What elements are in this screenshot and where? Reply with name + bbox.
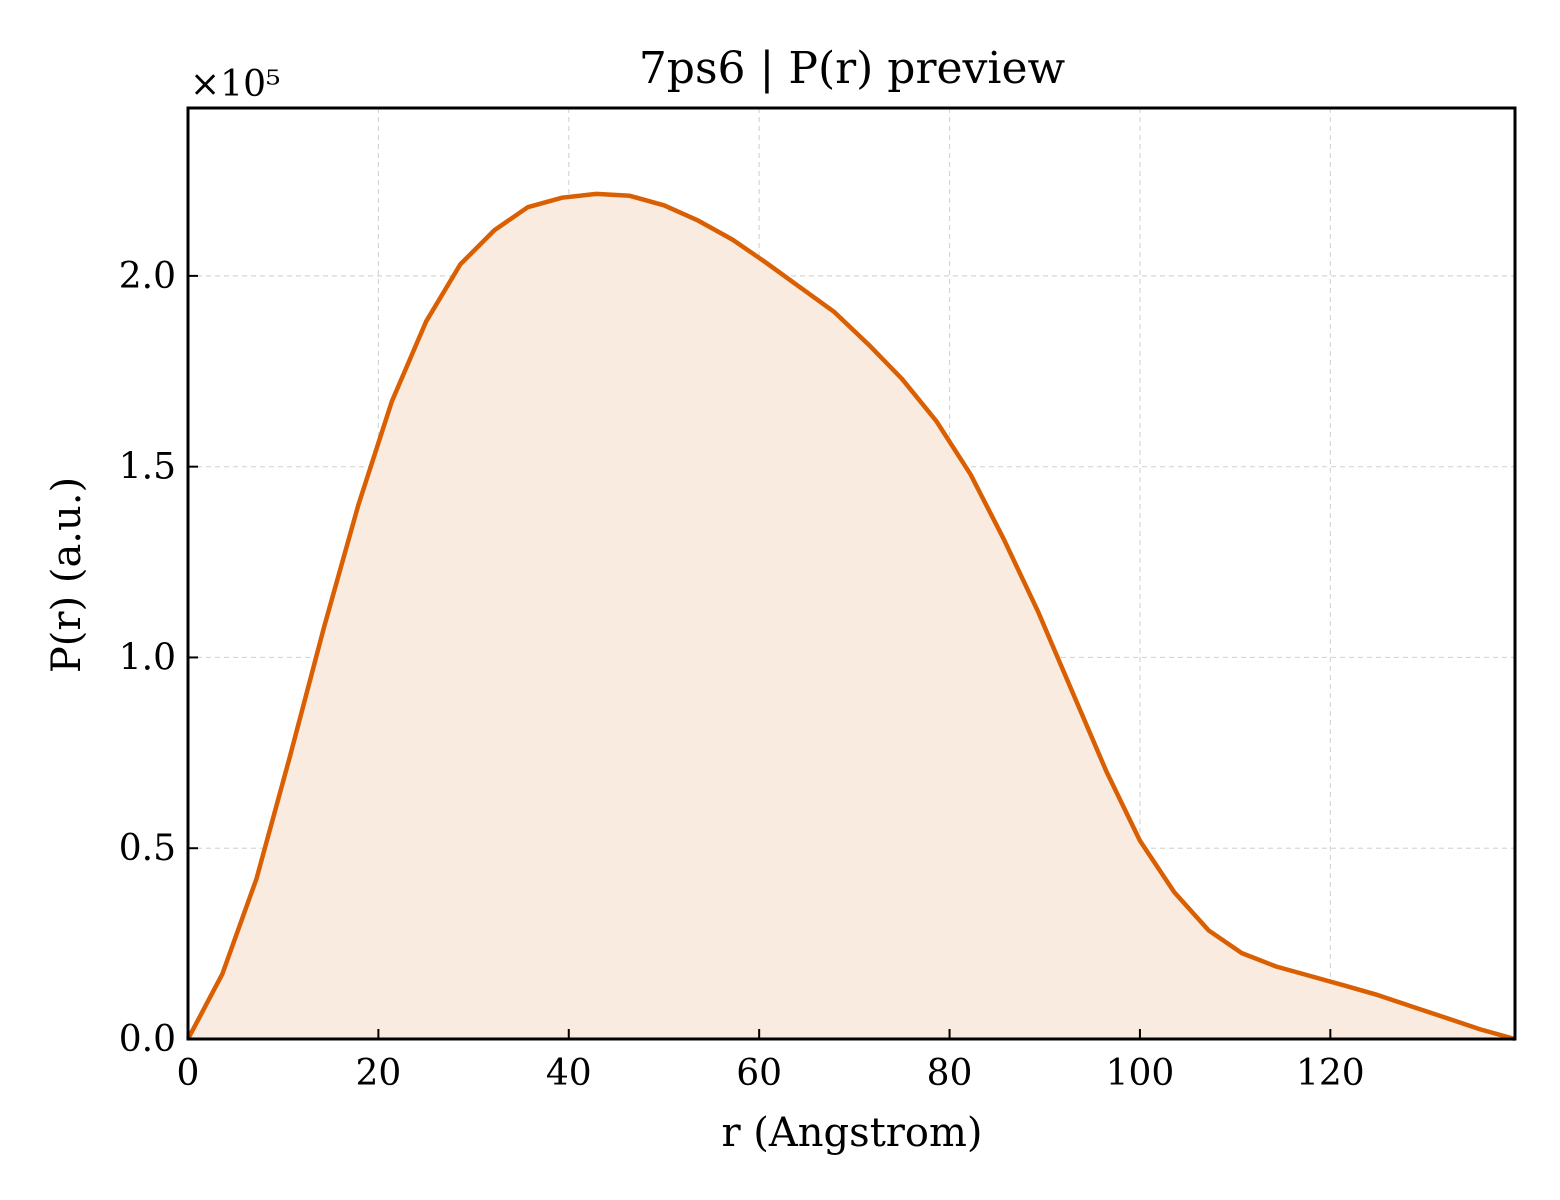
x-axis-label: r (Angstrom) [721,1110,982,1156]
x-tick-label: 80 [927,1053,973,1094]
plot-frame [186,106,1517,1041]
y-axis-ticks: 0.0 0.5 1.0 1.5 2.0 [119,256,198,1060]
x-axis-ticks: 0 20 40 60 80 100 120 [177,1029,1365,1094]
chart-title: 7ps6 | P(r) preview [639,43,1066,94]
x-tick-label: 20 [355,1053,401,1094]
x-tick-label: 100 [1106,1053,1175,1094]
pr-curve-line [186,191,1516,1042]
y-axis-label: P(r) (a.u.) [44,477,90,673]
x-tick-label: 60 [736,1053,782,1094]
y-tick-label: 1.5 [119,447,176,488]
y-tick-label: 2.0 [119,256,176,297]
x-tick-label: 40 [546,1053,592,1094]
y-tick-label: 0.5 [119,828,176,869]
x-tick-label: 120 [1296,1053,1365,1094]
y-scale-label: ×10⁵ [190,64,280,105]
pr-area-fill [188,193,1515,1039]
x-tick-label: 0 [177,1053,200,1094]
y-tick-label: 1.0 [119,637,176,678]
y-tick-label: 0.0 [119,1019,176,1060]
